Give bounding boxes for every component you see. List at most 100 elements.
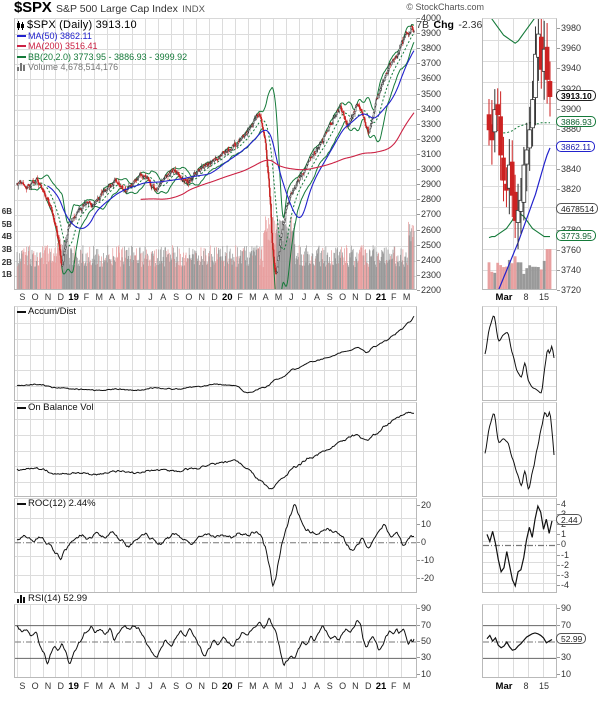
- price-tick-label: 3500: [421, 88, 442, 99]
- rsi-zoom-plot[interactable]: [482, 604, 557, 678]
- x-axis-tick-label: 15: [538, 292, 550, 302]
- price-tick-label: 3000: [421, 164, 442, 175]
- axis-tick: [557, 48, 560, 49]
- axis-tick: [557, 534, 560, 535]
- obv-panel[interactable]: On Balance Vol: [14, 402, 417, 497]
- x-axis-tick-label: O: [185, 292, 193, 302]
- price-tick-label: 3940: [561, 63, 582, 74]
- price-tick-label: 3600: [421, 73, 442, 84]
- accum-dist-panel[interactable]: Accum/Dist: [14, 306, 417, 401]
- roc-tick-label: 1: [561, 529, 567, 540]
- axis-tick: [417, 33, 420, 34]
- accum-dist-zoom-panel[interactable]: [482, 306, 557, 401]
- price-tick-label: 2500: [421, 239, 442, 250]
- x-axis-tick-label: N: [198, 292, 205, 302]
- x-axis-tick-label: O: [31, 681, 39, 691]
- axis-tick: [417, 290, 420, 291]
- rsi-plot[interactable]: [14, 604, 417, 678]
- axis-tick: [417, 169, 420, 170]
- symbol-ticker[interactable]: $SPX: [14, 0, 52, 16]
- price-tick-label: 3840: [561, 164, 582, 175]
- x-axis-tick-label: D: [364, 292, 372, 302]
- zoom-price-panel[interactable]: [482, 18, 557, 290]
- volume-tick-label: 4B: [1, 232, 12, 242]
- x-axis-tick-label: D: [57, 292, 65, 302]
- axis-tick: [417, 139, 420, 140]
- axis-tick: [417, 641, 420, 642]
- axis-tick: [557, 575, 560, 576]
- axis-tick: [417, 18, 420, 19]
- obv-plot[interactable]: [14, 402, 417, 497]
- axis-tick: [557, 674, 560, 675]
- roc-tick-label: 10: [421, 518, 432, 529]
- axis-tick: [557, 89, 560, 90]
- rsi-tick-label: 30: [561, 652, 572, 663]
- x-axis-tick-label: F: [391, 292, 397, 302]
- price-tick-label: 3760: [561, 244, 582, 255]
- roc-tick-label: 4: [561, 499, 567, 510]
- axis-tick: [557, 68, 560, 69]
- x-axis-tick-label: O: [339, 292, 347, 302]
- roc-tick-label: -10: [421, 555, 435, 566]
- rsi-tick-label: 10: [561, 668, 572, 679]
- x-axis-tick-label: M: [274, 681, 283, 691]
- symbol-name: S&P 500 Large Cap Index: [56, 3, 178, 15]
- rsi-panel[interactable]: RSI(14) 52.99: [14, 593, 417, 678]
- rsi-tick-label: 90: [561, 603, 572, 614]
- price-tick-label: 3400: [421, 103, 442, 114]
- roc-zoom-panel[interactable]: [482, 498, 557, 593]
- x-axis-tick-label: J: [289, 681, 294, 691]
- axis-tick: [417, 63, 420, 64]
- x-axis-tick-label: 15: [538, 681, 550, 691]
- price-tick-label: 3200: [421, 133, 442, 144]
- accum-dist-plot[interactable]: [14, 306, 417, 401]
- axis-tick: [417, 578, 420, 579]
- price-tick-label: 2700: [421, 209, 442, 220]
- volume-tick-label: 1B: [1, 270, 12, 280]
- stockcharts-watermark: © StockCharts.com: [406, 2, 484, 12]
- x-axis-tick-label: A: [262, 681, 269, 691]
- x-axis-tick-label: D: [211, 292, 218, 302]
- accum-dist-zoom-plot[interactable]: [482, 306, 557, 401]
- x-axis-tick-label: N: [198, 681, 205, 691]
- x-axis-tick-label: 8: [523, 681, 529, 691]
- axis-tick: [557, 189, 560, 190]
- x-axis-main: S O N D 19 F M A M J J A S O N D 20 F M A M J J A S O N D 21 F M: [14, 292, 417, 304]
- x-axis-tick-label: 19: [68, 292, 79, 303]
- price-plot[interactable]: [14, 18, 417, 290]
- obv-zoom-panel[interactable]: [482, 402, 557, 497]
- axis-tick: [417, 154, 420, 155]
- obv-zoom-plot[interactable]: [482, 402, 557, 497]
- rsi-tick-label: 70: [421, 619, 432, 630]
- rsi-value-flag: 52.99: [556, 633, 587, 645]
- symbol-line: $SPX S&P 500 Large Cap Index INDX: [14, 0, 484, 16]
- x-axis-tick-label: 21: [375, 292, 387, 303]
- axis-tick: [557, 608, 560, 609]
- axis-tick: [417, 524, 420, 525]
- bb-mid-flag: 3886.93: [556, 116, 596, 128]
- axis-tick: [557, 565, 560, 566]
- axis-tick: [417, 275, 420, 276]
- roc-plot[interactable]: [14, 498, 417, 593]
- axis-tick: [557, 290, 560, 291]
- zoom-price-plot[interactable]: [482, 18, 557, 290]
- axis-tick: [417, 48, 420, 49]
- axis-tick: [557, 129, 560, 130]
- price-tick-label: 3900: [561, 103, 582, 114]
- price-tick-label: 2800: [421, 194, 442, 205]
- x-axis-tick-label: A: [160, 292, 167, 302]
- rsi-zoom-panel[interactable]: [482, 604, 557, 678]
- roc-panel[interactable]: ROC(12) 2.44%: [14, 498, 417, 593]
- volume-tick-label: 5B: [1, 219, 12, 229]
- price-tick-label: 3980: [561, 23, 582, 34]
- x-axis-tick-label: A: [313, 292, 321, 302]
- axis-tick: [417, 505, 420, 506]
- axis-tick: [557, 657, 560, 658]
- axis-tick: [417, 199, 420, 200]
- roc-zoom-plot[interactable]: [482, 498, 557, 593]
- x-axis-tick-label: J: [148, 681, 153, 691]
- x-axis-tick-label: D: [211, 681, 218, 691]
- x-axis-tick-label: S: [19, 292, 26, 302]
- main-price-panel[interactable]: $SPX (Daily) 3913.10 MA(50) 3862.11 MA(2…: [14, 18, 417, 290]
- price-tick-label: 3920: [561, 83, 582, 94]
